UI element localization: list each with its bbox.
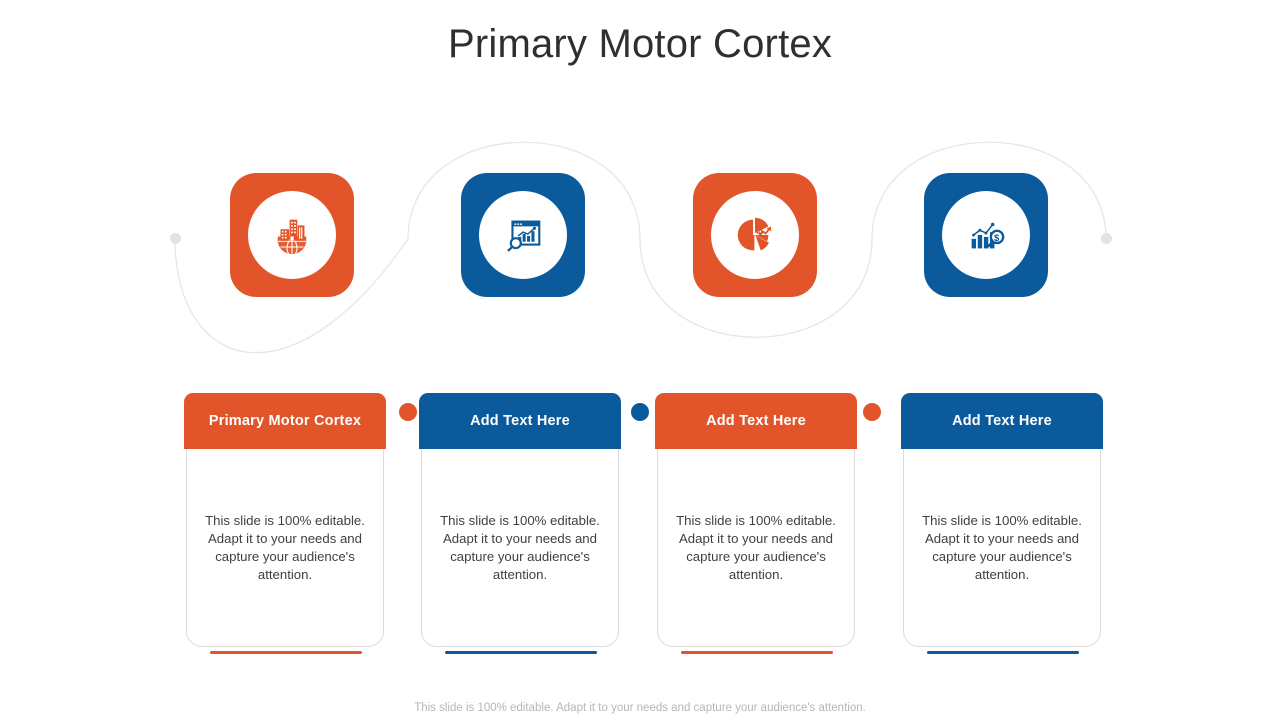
badge-2[interactable] (461, 173, 585, 297)
card-4-body-text: This slide is 100% editable. Adapt it to… (922, 512, 1082, 582)
wave-connector-graphic (174, 141, 1107, 354)
card-2[interactable]: Add Text Here This slide is 100% editabl… (419, 393, 621, 654)
card-3-body-text: This slide is 100% editable. Adapt it to… (676, 512, 836, 582)
card-1-accent-bar (210, 651, 362, 654)
bar-chart-trend-dollar-search-icon: $ (971, 222, 1005, 249)
card-4-header[interactable]: Add Text Here (901, 393, 1103, 449)
arc-segment-1 (174, 237, 409, 354)
connector-dot-2 (631, 403, 649, 421)
card-3[interactable]: Add Text Here This slide is 100% editabl… (655, 393, 857, 654)
card-2-header-text: Add Text Here (470, 413, 570, 429)
badge-2-circle (479, 191, 567, 279)
card-2-accent-bar (445, 651, 597, 654)
card-1-body-text: This slide is 100% editable. Adapt it to… (205, 512, 365, 582)
card-2-header[interactable]: Add Text Here (419, 393, 621, 449)
svg-text:$: $ (994, 233, 1000, 244)
card-3-header-text: Add Text Here (706, 413, 806, 429)
card-3-header[interactable]: Add Text Here (655, 393, 857, 449)
badge-row: $ (0, 173, 1280, 421)
card-3-body: This slide is 100% editable. Adapt it to… (657, 449, 855, 647)
browser-bar-chart-search-icon (507, 220, 541, 252)
card-row: Primary Motor Cortex This slide is 100% … (0, 393, 1280, 663)
card-4-body: This slide is 100% editable. Adapt it to… (903, 449, 1101, 647)
card-3-accent-bar (681, 651, 833, 654)
badge-3-circle: $ (711, 191, 799, 279)
footer-note: This slide is 100% editable. Adapt it to… (414, 702, 866, 714)
badge-4[interactable]: $ (924, 173, 1048, 297)
card-4-header-text: Add Text Here (952, 413, 1052, 429)
badge-1-circle (248, 191, 336, 279)
card-4-accent-bar (927, 651, 1079, 654)
arc-segment-2 (407, 141, 641, 240)
arc-segment-4 (871, 141, 1107, 240)
svg-text:$: $ (756, 223, 763, 237)
badge-4-circle: $ (942, 191, 1030, 279)
page-title: Primary Motor Cortex (447, 22, 833, 66)
card-2-body-text: This slide is 100% editable. Adapt it to… (440, 512, 600, 582)
arc-segment-3 (639, 238, 873, 338)
card-4[interactable]: Add Text Here This slide is 100% editabl… (901, 393, 1103, 654)
end-dot-left (170, 233, 181, 244)
card-1-body: This slide is 100% editable. Adapt it to… (186, 449, 384, 647)
connector-dot-3 (863, 403, 881, 421)
badge-3[interactable]: $ (693, 173, 817, 297)
badge-1[interactable] (230, 173, 354, 297)
pie-chart-dollar-growth-icon: $ (737, 217, 772, 251)
buildings-globe-icon (277, 219, 307, 255)
card-2-body: This slide is 100% editable. Adapt it to… (421, 449, 619, 647)
connector-dot-1 (399, 403, 417, 421)
card-1[interactable]: Primary Motor Cortex This slide is 100% … (184, 393, 386, 654)
end-dot-right (1101, 233, 1112, 244)
card-1-header-text: Primary Motor Cortex (208, 413, 362, 429)
card-1-header[interactable]: Primary Motor Cortex (184, 393, 386, 449)
